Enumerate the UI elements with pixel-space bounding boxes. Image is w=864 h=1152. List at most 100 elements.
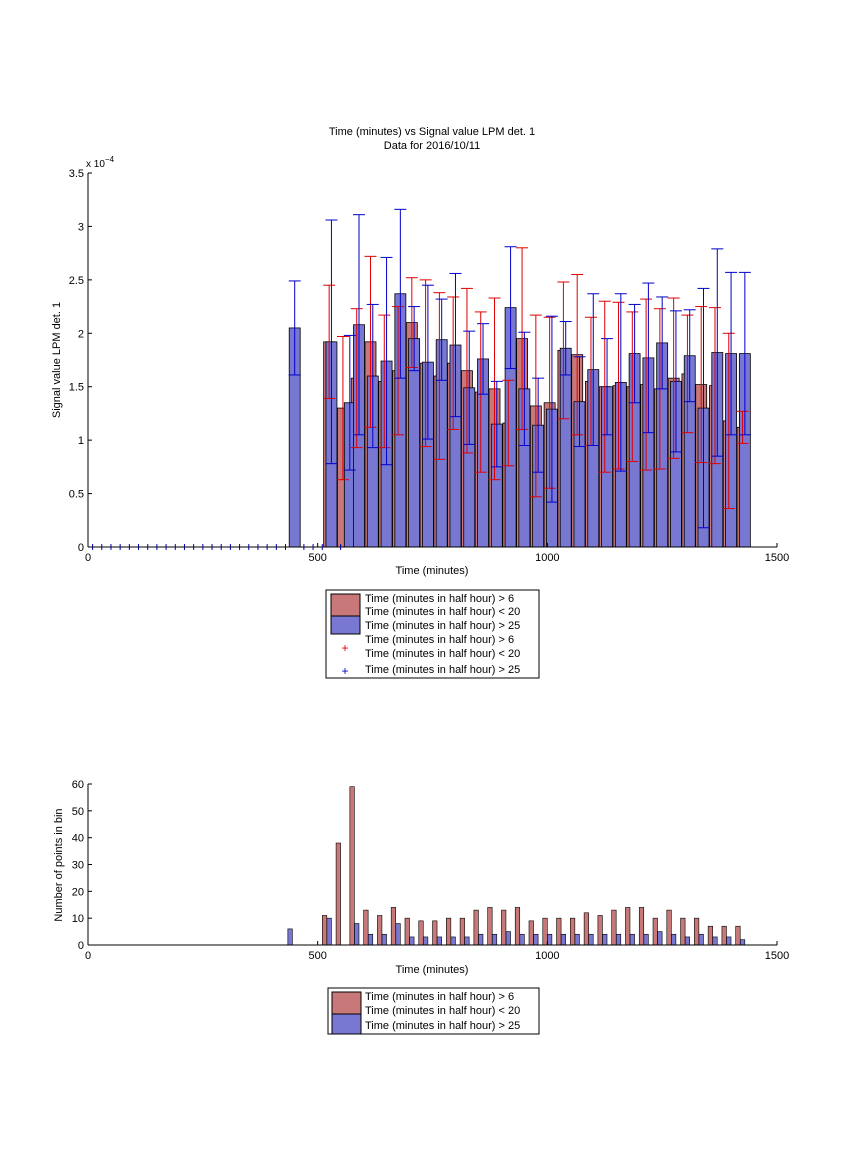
count-bar-red [432,920,438,946]
legend: Time (minutes in half hour) > 6 Time (mi… [325,589,540,679]
y-tick-label: 2 [78,328,84,340]
count-bar-red [638,907,645,946]
legend-box [327,987,540,1035]
count-bar-red [666,909,672,946]
count-bar-blue [436,936,442,946]
count-bar-blue [354,923,360,946]
y-exponent-power: −4 [105,155,115,164]
count-bar-red [570,917,576,946]
x-tick-label: 1500 [765,552,789,564]
legend-label-blue-err: Time (minutes in half hour) > 25 [365,664,520,676]
count-bar-red [377,915,383,946]
y-tick-label: 0.5 [69,489,84,501]
legend-label-red-err-2: Time (minutes in half hour) < 20 [365,648,520,660]
x-tick-label: 1500 [765,950,789,962]
legend-marker-red: + [341,641,348,655]
count-bar-red [597,915,603,946]
count-bar-blue [519,933,525,946]
count-bar-blue [574,933,580,946]
count-bar-red [611,909,617,946]
count-bar-red [556,917,562,946]
count-bar-red [542,917,548,946]
x-axis-label: Time (minutes) [396,964,469,976]
x-tick-label: 1000 [535,950,559,962]
count-bar-red [418,920,424,946]
count-bar-blue [698,933,704,946]
count-bar-red [528,920,534,946]
count-bar-blue [395,923,401,946]
legend-label-red-err-1: Time (minutes in half hour) > 6 [365,634,514,646]
count-bar-red [404,917,410,946]
y-exponent-base: x 10 [86,159,105,170]
count-bar-red [501,909,507,946]
count-bar-blue [629,933,635,946]
count-bar-blue [726,936,732,946]
count-bar-blue [739,939,746,946]
y-tick-label: 1 [78,435,84,447]
count-bar-blue [409,936,415,946]
count-bar-red [322,915,328,946]
count-bar-blue [381,933,387,946]
count-bar-red [390,907,397,946]
count-bar-blue [287,928,293,946]
count-bar-red [363,909,369,946]
y-tick-label: 2.5 [69,275,84,287]
count-bar-blue [712,936,718,946]
x-axis-label: Time (minutes) [396,565,469,577]
y-tick-label: 20 [72,886,84,898]
count-bar-blue [464,936,470,946]
legend-label-red-1: Time (minutes in half hour) > 6 [365,991,514,1003]
y-tick-label: 0 [78,940,84,952]
count-bar-red [349,786,355,946]
count-bar-blue [643,933,649,946]
count-bar-red [721,925,727,946]
chart-title: Time (minutes) vs Signal value LPM det. … [329,126,535,138]
count-bar-blue [547,933,553,946]
count-bar-blue [533,933,539,946]
count-bar-blue [671,933,677,946]
count-bar-red [680,917,686,946]
legend: Time (minutes in half hour) > 6 Time (mi… [327,987,540,1035]
count-bar-blue [326,917,332,946]
y-tick-label: 60 [72,779,84,791]
legend-label-blue: Time (minutes in half hour) > 25 [365,620,520,632]
count-bar-red [625,907,631,946]
count-bar-red [335,842,341,946]
y-tick-label: 30 [72,860,84,872]
y-tick-label: 3.5 [69,168,84,180]
count-bar-red [583,912,589,946]
x-tick-label: 1000 [535,552,559,564]
count-bar-red [473,909,479,946]
count-bar-blue [560,933,566,946]
x-tick-label: 0 [85,950,91,962]
legend-label-red-2: Time (minutes in half hour) < 20 [365,1005,520,1017]
y-axis-label: Signal value LPM det. 1 [51,302,63,418]
count-bar-red [459,917,465,946]
count-axes: 0 500 1000 1500 0 10 20 30 40 50 60 [72,779,789,962]
count-bar-red [694,917,700,946]
y-tick-label: 3 [78,221,84,233]
count-bar-red [487,907,493,946]
legend-swatch-blue [331,1013,362,1035]
count-bar-blue [588,933,594,946]
y-tick-label: 1.5 [69,382,84,394]
count-bar-blue [602,933,608,946]
legend-swatch-blue [330,615,361,635]
count-plot: 0 500 1000 1500 0 10 20 30 40 50 60 [72,779,789,962]
y-tick-label: 10 [72,913,84,925]
count-bar-blue [367,933,374,946]
legend-marker-blue: + [341,664,348,678]
count-bar-blue [615,933,622,946]
legend-label-red-2: Time (minutes in half hour) < 20 [365,606,520,618]
x-tick-label: 500 [308,552,326,564]
y-exponent-label: x 10−4 [86,155,115,170]
y-tick-label: 50 [72,806,84,818]
count-bar-blue [450,936,456,946]
count-bar-red [514,907,521,946]
count-bar-blue [684,936,690,946]
legend-swatch-red [330,593,361,617]
x-tick-label: 0 [85,552,91,564]
y-tick-label: 0 [78,542,84,554]
legend-box [325,589,540,679]
